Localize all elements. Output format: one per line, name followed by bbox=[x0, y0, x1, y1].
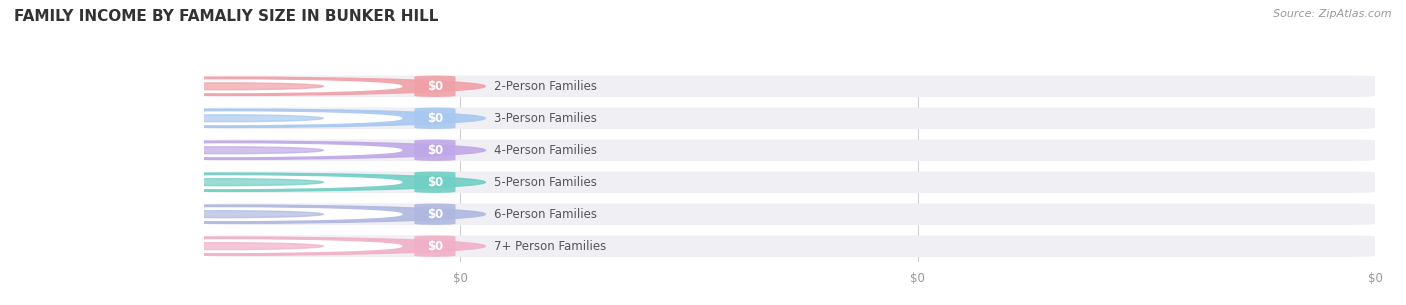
FancyBboxPatch shape bbox=[415, 235, 456, 257]
Circle shape bbox=[125, 243, 323, 249]
Circle shape bbox=[0, 109, 485, 127]
Circle shape bbox=[46, 112, 402, 124]
Text: 3-Person Families: 3-Person Families bbox=[495, 112, 598, 125]
FancyBboxPatch shape bbox=[415, 203, 456, 225]
Circle shape bbox=[125, 147, 323, 154]
Circle shape bbox=[46, 176, 402, 188]
FancyBboxPatch shape bbox=[204, 139, 1375, 161]
FancyBboxPatch shape bbox=[204, 235, 1375, 257]
Circle shape bbox=[0, 173, 485, 191]
Text: $0: $0 bbox=[427, 240, 443, 253]
Circle shape bbox=[125, 115, 323, 122]
FancyBboxPatch shape bbox=[415, 75, 456, 97]
Text: 4-Person Families: 4-Person Families bbox=[495, 144, 598, 157]
Text: Source: ZipAtlas.com: Source: ZipAtlas.com bbox=[1274, 9, 1392, 19]
Text: 5-Person Families: 5-Person Families bbox=[495, 176, 598, 189]
Text: $0: $0 bbox=[427, 80, 443, 93]
FancyBboxPatch shape bbox=[415, 171, 456, 193]
Circle shape bbox=[0, 205, 485, 223]
FancyBboxPatch shape bbox=[204, 203, 1375, 225]
Circle shape bbox=[125, 83, 323, 90]
FancyBboxPatch shape bbox=[415, 139, 456, 161]
Circle shape bbox=[0, 141, 485, 160]
Circle shape bbox=[0, 77, 485, 95]
Text: FAMILY INCOME BY FAMALIY SIZE IN BUNKER HILL: FAMILY INCOME BY FAMALIY SIZE IN BUNKER … bbox=[14, 9, 439, 24]
Circle shape bbox=[125, 179, 323, 186]
Text: $0: $0 bbox=[427, 208, 443, 221]
Circle shape bbox=[125, 211, 323, 218]
Text: $0: $0 bbox=[427, 144, 443, 157]
Text: 2-Person Families: 2-Person Families bbox=[495, 80, 598, 93]
Circle shape bbox=[0, 237, 485, 255]
FancyBboxPatch shape bbox=[204, 107, 1375, 129]
Text: 6-Person Families: 6-Person Families bbox=[495, 208, 598, 221]
Text: $0: $0 bbox=[427, 112, 443, 125]
Text: $0: $0 bbox=[427, 176, 443, 189]
Circle shape bbox=[46, 208, 402, 221]
Circle shape bbox=[46, 144, 402, 156]
FancyBboxPatch shape bbox=[204, 171, 1375, 193]
Circle shape bbox=[46, 240, 402, 252]
Circle shape bbox=[46, 80, 402, 92]
FancyBboxPatch shape bbox=[204, 75, 1375, 97]
Text: 7+ Person Families: 7+ Person Families bbox=[495, 240, 607, 253]
FancyBboxPatch shape bbox=[415, 107, 456, 129]
